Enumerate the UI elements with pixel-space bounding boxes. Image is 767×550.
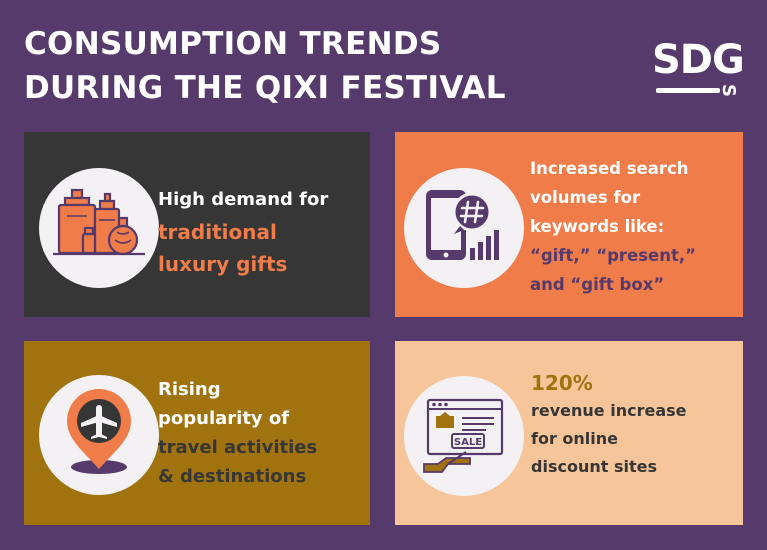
card-text: Increased search volumes for keywords li… xyxy=(530,154,696,299)
card-text-line: Increased search xyxy=(530,159,689,178)
logo-text: SDG xyxy=(652,37,745,83)
card-text: Rising popularity of travel activities &… xyxy=(158,375,317,491)
card-text-highlight: luxury gifts xyxy=(158,252,288,276)
card-icon-circle: SALE xyxy=(404,376,524,496)
card-search-volumes: Increased search volumes for keywords li… xyxy=(395,132,743,317)
card-text: High demand for traditional luxury gifts xyxy=(158,184,328,280)
card-text-highlight: “gift,” “present,” xyxy=(530,246,696,265)
logo-suffix: S xyxy=(717,84,739,97)
card-text-line: High demand for xyxy=(158,189,329,210)
card-text-line: Rising xyxy=(158,379,221,400)
card-text-line: keywords like: xyxy=(530,217,665,236)
airplane-location-pin-icon xyxy=(67,389,131,474)
luxury-gifts-icon xyxy=(53,188,145,256)
card-luxury-gifts: High demand for traditional luxury gifts xyxy=(24,132,370,317)
card-text-highlight: & destinations xyxy=(158,466,307,487)
card-icon-circle xyxy=(39,375,159,495)
card-text-line: popularity of xyxy=(158,408,290,429)
card-online-discount: SALE 120% revenue increase for online di… xyxy=(395,341,743,525)
title-line-1: CONSUMPTION TRENDS xyxy=(24,26,442,62)
card-text-highlight: and “gift box” xyxy=(530,275,665,294)
card-stat-value: 120% xyxy=(531,371,593,395)
card-text-line: volumes for xyxy=(530,188,641,207)
card-text: 120% revenue increase for online discoun… xyxy=(531,369,687,481)
card-text-line: discount sites xyxy=(531,457,657,476)
title-line-2: DURING THE QIXI FESTIVAL xyxy=(24,70,506,106)
card-travel: Rising popularity of travel activities &… xyxy=(24,341,370,525)
card-text-highlight: travel activities xyxy=(158,437,318,458)
card-text-line: for online xyxy=(531,429,619,448)
card-text-line: revenue increase xyxy=(531,401,687,420)
phone-hashtag-icon xyxy=(426,190,499,260)
logo-underline xyxy=(656,88,720,93)
online-sale-icon: SALE xyxy=(423,398,504,473)
card-icon-circle xyxy=(404,168,524,288)
sdgs-logo: SDG S xyxy=(652,36,745,100)
page-title: CONSUMPTION TRENDS DURING THE QIXI FESTI… xyxy=(24,22,506,110)
card-text-highlight: traditional xyxy=(158,220,277,244)
card-icon-circle xyxy=(39,168,159,288)
svg-text:SALE: SALE xyxy=(454,437,482,448)
